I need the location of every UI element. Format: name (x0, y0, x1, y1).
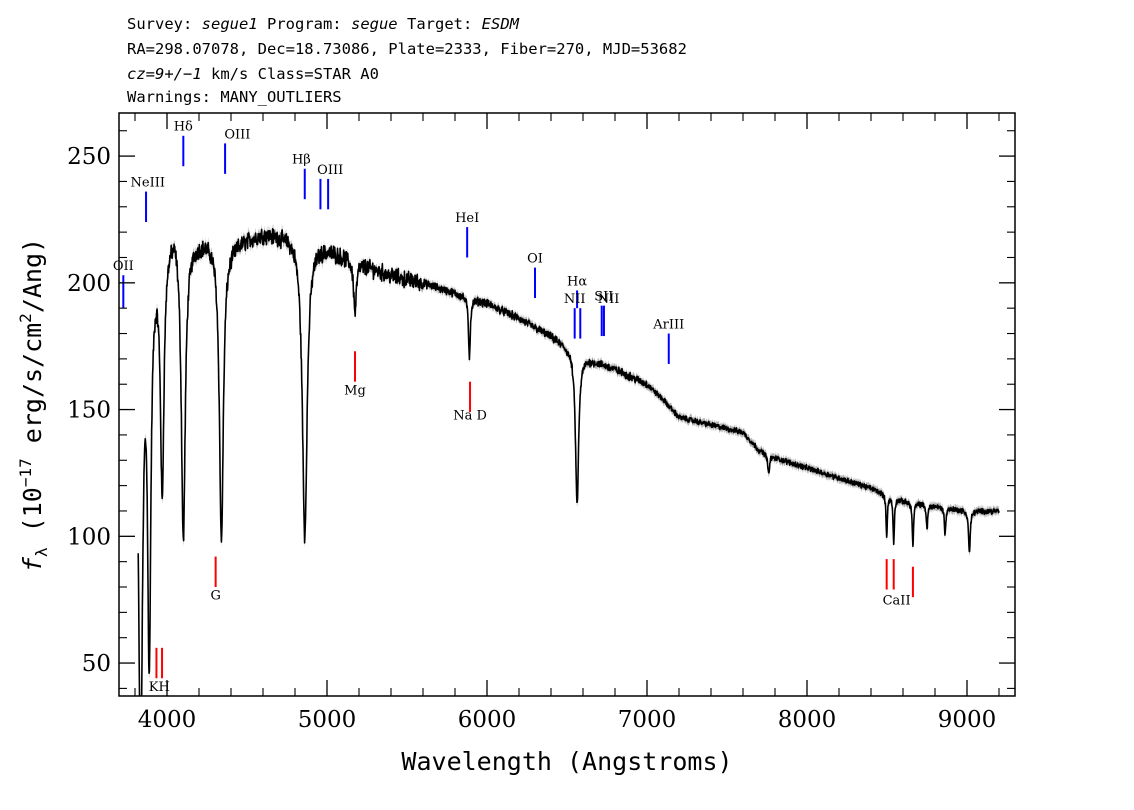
emission-line-label: OIII (224, 127, 250, 142)
y-tick-label: 50 (82, 651, 111, 677)
absorption-line-label: CaII (883, 594, 911, 609)
absorption-line-label: G (210, 589, 220, 604)
line-markers-layer: OIINeIIIHδOIIIHβOIIIHeIOINIIHαNIISIIArII… (113, 120, 914, 695)
emission-line-label: Hδ (174, 120, 193, 135)
y-tick-label: 250 (67, 144, 111, 170)
header-survey-line: Survey: segue1 Program: segue Target: ES… (127, 15, 520, 33)
plot-frame (118, 112, 1016, 697)
y-axis-label: fλ (10−17 erg/s/cm2/Ang) (16, 238, 51, 572)
header-redshift-line: cz=9+/−1 km/s Class=STAR A0 (127, 65, 379, 83)
emission-line-label: Hβ (292, 153, 311, 168)
emission-line-label: OIII (317, 163, 343, 178)
y-tick-label: 100 (67, 524, 111, 550)
absorption-line-label: Mg (344, 383, 366, 398)
spectrum-layer (137, 223, 1000, 696)
emission-line-label: HeI (455, 211, 479, 226)
emission-line-label: OI (527, 252, 543, 267)
x-tick-label: 6000 (458, 707, 517, 733)
header-warnings-line: Warnings: MANY_OUTLIERS (127, 88, 342, 106)
header-coordinates-line: RA=298.07078, Dec=18.73086, Plate=2333, … (127, 40, 687, 58)
emission-line-label: OII (113, 259, 134, 274)
emission-line-label: NII (564, 292, 586, 307)
y-tick-label: 200 (67, 271, 111, 297)
x-tick-label: 5000 (298, 707, 357, 733)
x-tick-label: 4000 (138, 707, 197, 733)
absorption-line-label: KH (149, 680, 170, 695)
x-axis-label: Wavelength (Angstroms) (401, 747, 732, 776)
emission-line-label: Hα (567, 274, 587, 289)
y-tick-label: 150 (67, 398, 111, 424)
header: Survey: segue1 Program: segue Target: ES… (127, 15, 687, 106)
axes-layer (118, 112, 1016, 697)
emission-line-label: NII (598, 292, 620, 307)
flux-spectrum-line (137, 227, 1000, 696)
emission-line-label: NeIII (131, 176, 165, 191)
x-tick-label: 7000 (618, 707, 677, 733)
emission-line-label: ArIII (652, 317, 684, 332)
x-tick-label: 8000 (778, 707, 837, 733)
absorption-line-label: Na D (453, 409, 487, 424)
emission-line-label: SII (594, 290, 613, 305)
x-tick-label: 9000 (938, 707, 997, 733)
